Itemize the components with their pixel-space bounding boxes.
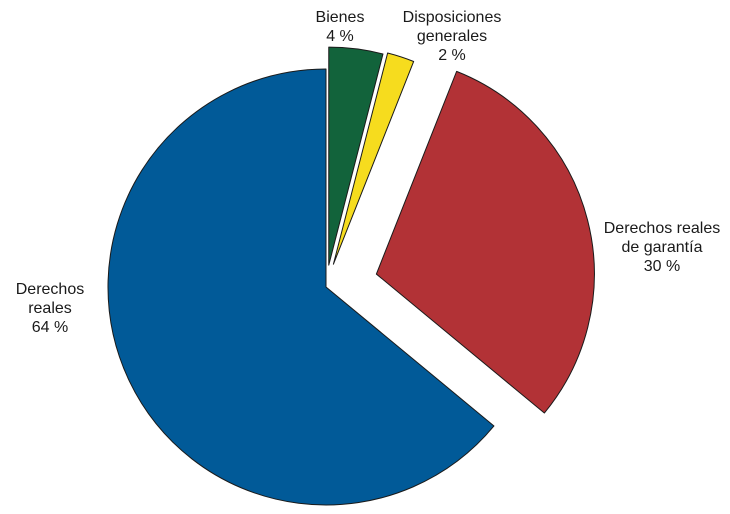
slice-name-label: Derechos <box>16 281 84 298</box>
slice-value-label: 2 % <box>438 47 466 64</box>
slice-label-derechos-reales-de-garantia: Derechos reales de garantía 30 % <box>604 220 721 275</box>
slice-name-label: Disposiciones <box>403 9 502 26</box>
slice-name-label: Bienes <box>316 9 365 26</box>
pie-slice-disposiciones-generales <box>332 52 415 265</box>
slice-name-label: reales <box>28 300 72 317</box>
slice-value-label: 4 % <box>326 28 354 45</box>
slice-value-label: 64 % <box>32 319 68 336</box>
slice-label-bienes: Bienes 4 % <box>316 9 365 45</box>
slice-name-label: Derechos reales <box>604 220 721 237</box>
slice-name-label: generales <box>417 28 487 45</box>
slice-name-label: de garantía <box>622 239 703 256</box>
pie-slice-derechos-reales <box>107 68 495 506</box>
slice-label-derechos-reales: Derechos reales 64 % <box>16 281 84 336</box>
pie-slice-derechos-reales-de-garantia <box>375 70 595 414</box>
pie-slice-bienes <box>328 46 384 266</box>
slice-value-label: 30 % <box>644 258 680 275</box>
slice-label-disposiciones-generales: Disposiciones generales 2 % <box>403 9 502 64</box>
